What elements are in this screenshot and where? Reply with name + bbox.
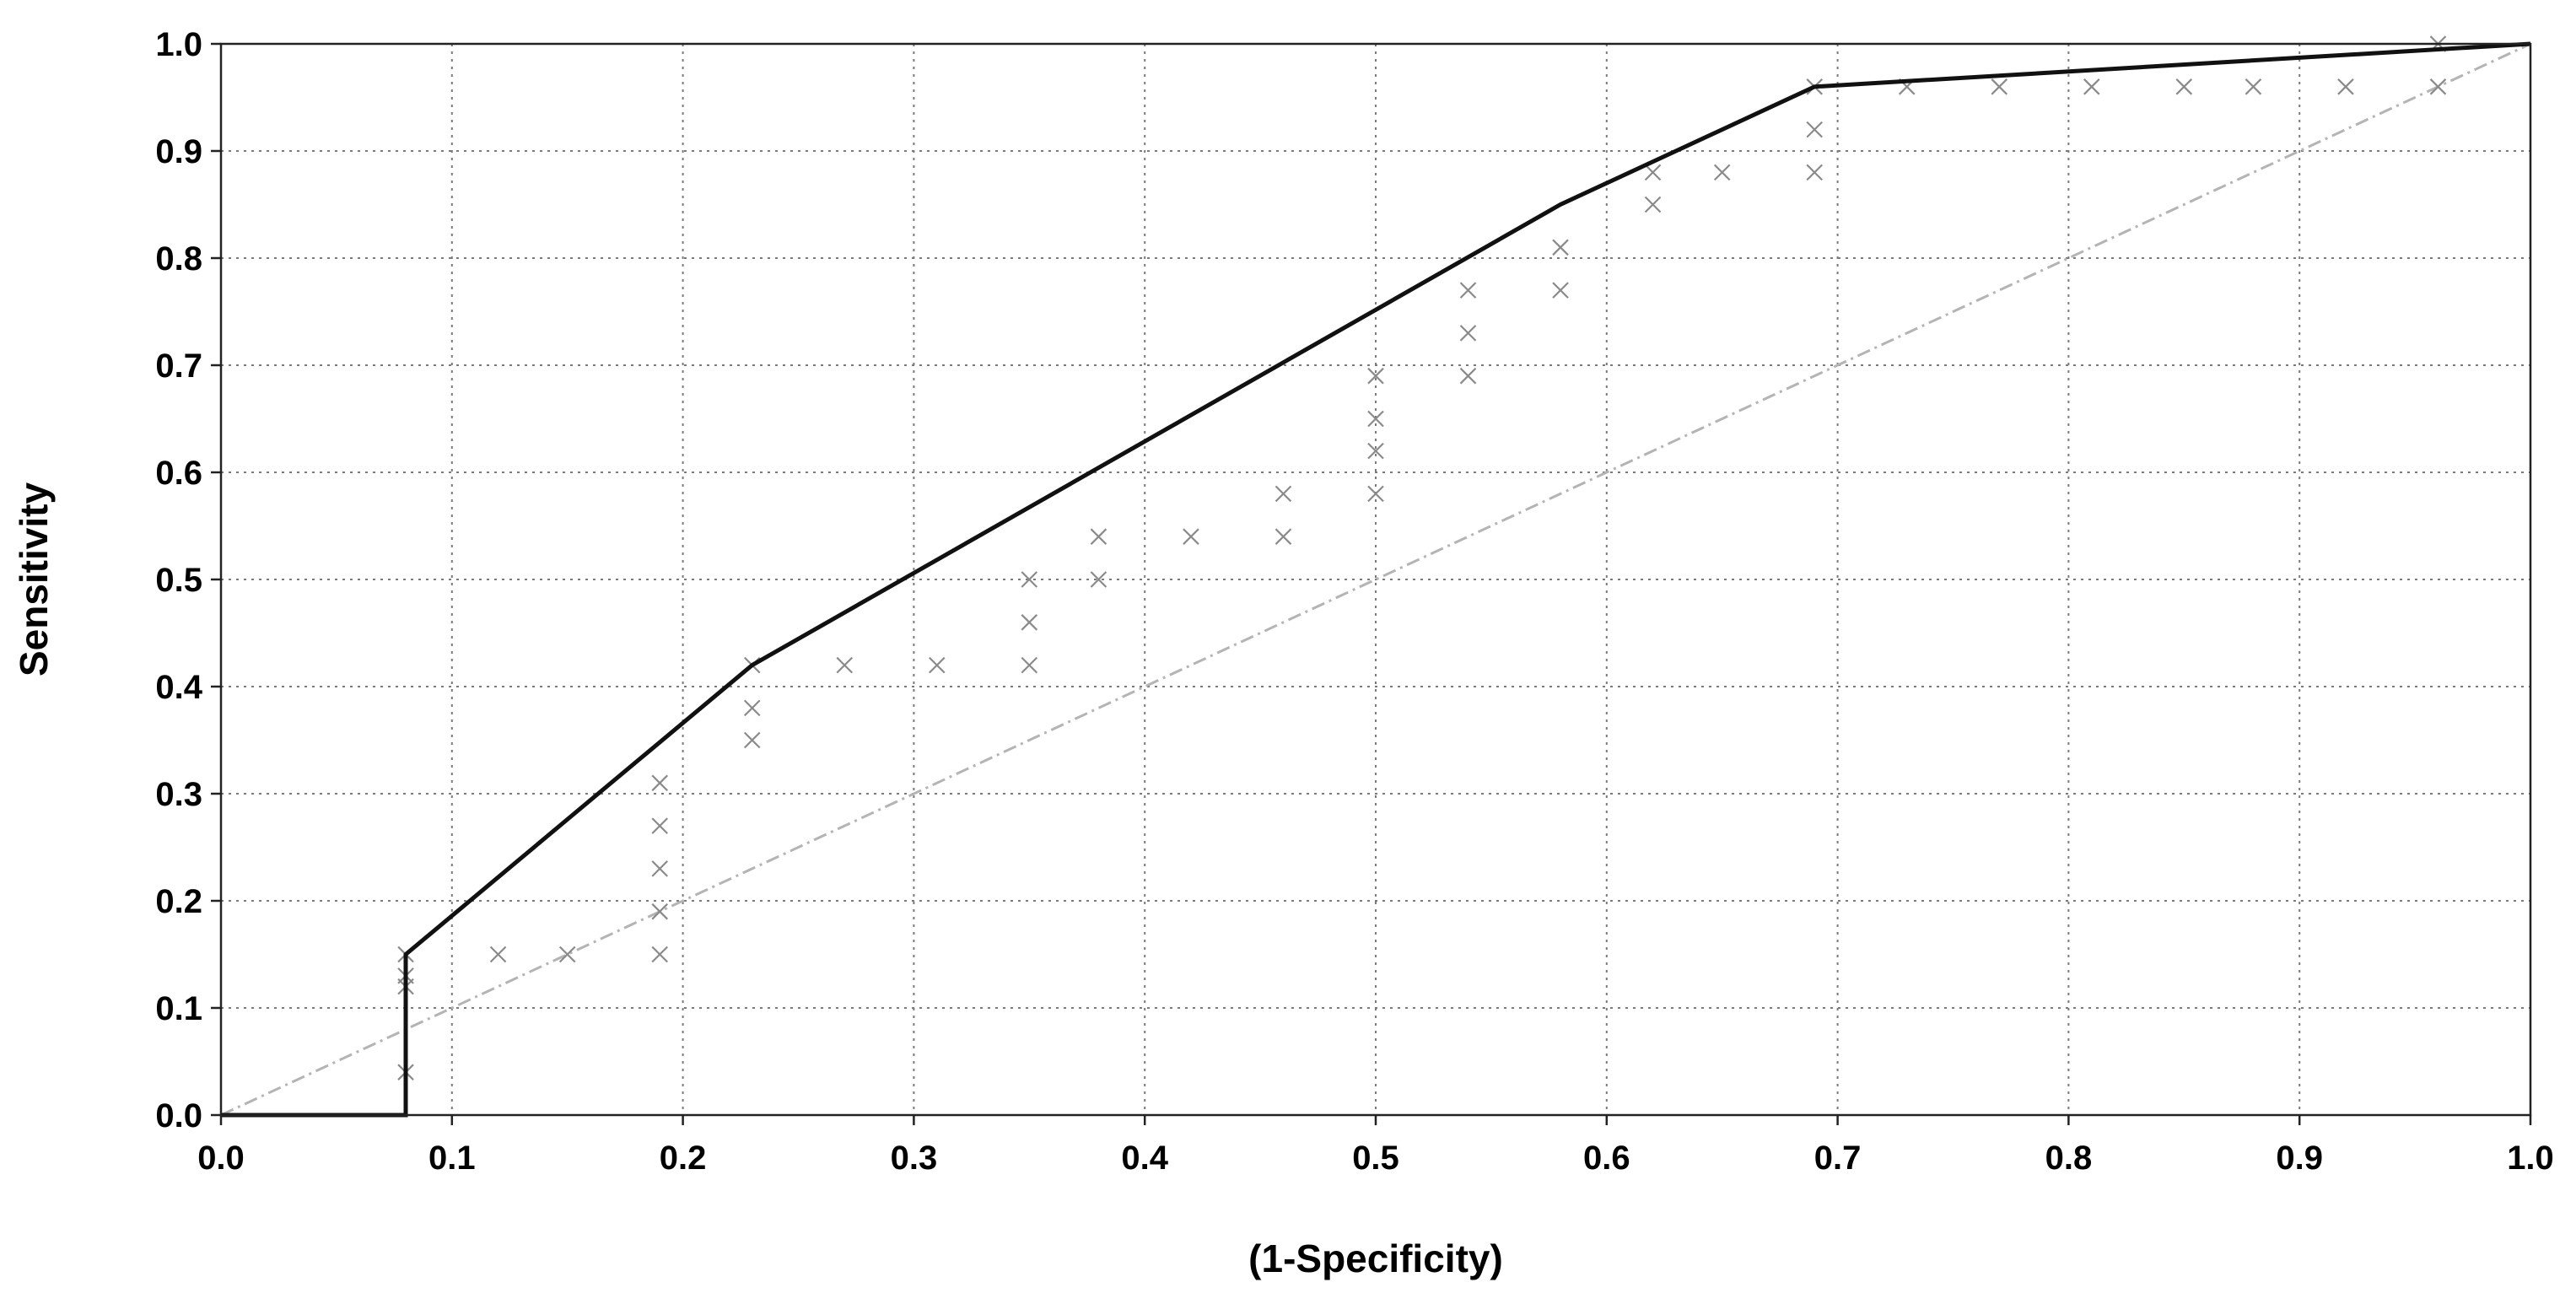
reference-line xyxy=(220,42,2531,1117)
data-point-marker xyxy=(1090,571,1107,588)
x-tick-label: 0.4 xyxy=(1121,1140,1168,1177)
data-point-marker xyxy=(1459,367,1477,385)
data-point-marker xyxy=(1806,164,1823,181)
x-tick-label: 0.2 xyxy=(660,1140,707,1177)
data-point-marker xyxy=(1552,239,1569,256)
data-point-marker xyxy=(2337,78,2354,95)
y-axis-title: Sensitivity xyxy=(12,482,56,677)
x-tick-label: 0.9 xyxy=(2276,1140,2323,1177)
data-point-marker xyxy=(1367,410,1384,428)
y-tick-label: 0.2 xyxy=(155,883,202,920)
x-tick-label: 0.3 xyxy=(891,1140,938,1177)
x-tick-label: 0.5 xyxy=(1352,1140,1399,1177)
y-tick-labels: 0.0 0.1 0.2 0.3 0.4 0.5 0.6 0.7 0.8 0.9 1.0 xyxy=(155,26,202,1134)
data-point-marker xyxy=(2175,78,2193,95)
data-point-marker xyxy=(1021,571,1038,588)
data-point-marker xyxy=(2083,78,2100,95)
data-point-marker xyxy=(743,699,761,717)
grid-lines xyxy=(221,44,2530,1115)
reference-diagonal xyxy=(220,42,2531,1117)
y-tick-label: 1.0 xyxy=(155,26,202,63)
data-point-marker xyxy=(1644,164,1662,181)
y-tick-label: 0.1 xyxy=(155,990,202,1027)
data-point-marker xyxy=(651,903,668,920)
data-point-marker xyxy=(651,817,668,834)
data-point-marker xyxy=(1367,485,1384,503)
data-point-marker xyxy=(1713,164,1731,181)
data-point-marker xyxy=(651,946,668,963)
data-point-marker xyxy=(651,860,668,877)
data-point-marker xyxy=(1021,656,1038,674)
data-point-marker xyxy=(1021,614,1038,631)
y-tick-label: 0.8 xyxy=(155,240,202,278)
data-point-marker xyxy=(1183,528,1199,545)
data-point-marker xyxy=(489,946,507,963)
x-tick-label: 0.6 xyxy=(1583,1140,1630,1177)
data-point-marker xyxy=(1459,282,1477,299)
y-tick-label: 0.0 xyxy=(155,1097,202,1134)
data-point-marker xyxy=(1275,485,1292,503)
y-tick-label: 0.5 xyxy=(155,562,202,599)
y-tick-label: 0.7 xyxy=(155,348,202,385)
x-tick-label: 1.0 xyxy=(2507,1140,2554,1177)
data-point-marker xyxy=(651,774,668,792)
data-point-marker xyxy=(1552,282,1569,299)
data-point-marker xyxy=(2245,78,2262,95)
x-tick-labels: 0.0 0.1 0.2 0.3 0.4 0.5 0.6 0.7 0.8 0.9 1.0 xyxy=(197,1140,2554,1177)
data-point-marker xyxy=(2429,78,2447,95)
data-point-marker xyxy=(743,731,761,749)
data-point-marker xyxy=(558,946,576,963)
y-tick-label: 0.9 xyxy=(155,133,202,170)
axis-ticks xyxy=(211,42,2532,1125)
x-tick-label: 0.1 xyxy=(428,1140,476,1177)
x-tick-label: 0.8 xyxy=(2045,1140,2093,1177)
data-point-marker xyxy=(1991,78,2008,95)
data-point-marker xyxy=(1275,528,1292,545)
y-tick-label: 0.4 xyxy=(155,669,202,706)
data-point-marker xyxy=(1367,442,1384,460)
x-tick-label: 0.7 xyxy=(1814,1140,1862,1177)
data-point-marker xyxy=(1644,196,1662,213)
data-point-marker xyxy=(836,656,854,674)
data-point-marker xyxy=(1090,528,1107,545)
data-point-marker xyxy=(929,656,946,674)
data-point-marker xyxy=(1806,121,1823,138)
y-tick-label: 0.3 xyxy=(155,776,202,813)
data-point-marker xyxy=(1367,367,1384,385)
x-axis-title: (1-Specificity) xyxy=(1248,1237,1503,1280)
x-tick-label: 0.0 xyxy=(197,1140,245,1177)
data-point-marker xyxy=(1459,325,1477,342)
y-tick-label: 0.6 xyxy=(155,455,202,492)
